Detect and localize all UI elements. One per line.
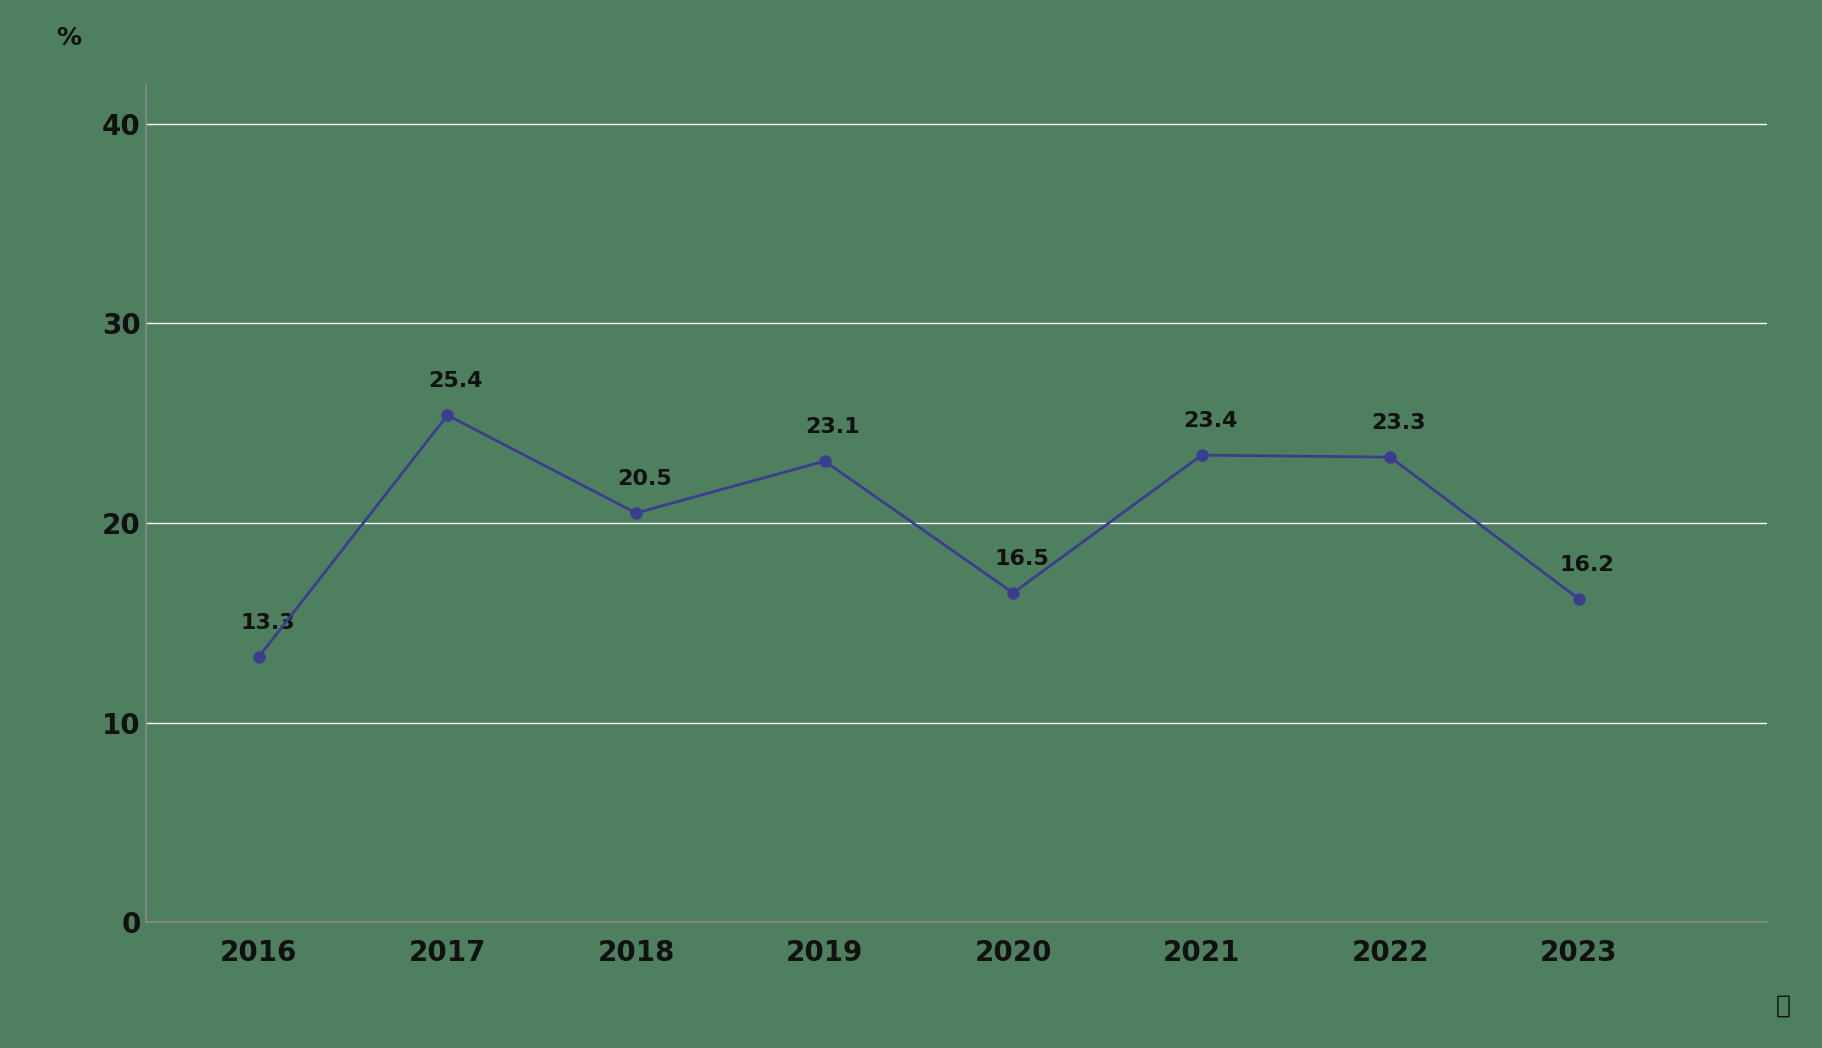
Text: 20.5: 20.5 [618, 470, 672, 489]
Text: 16.2: 16.2 [1560, 554, 1614, 575]
Text: 16.5: 16.5 [995, 549, 1049, 569]
Text: 23.1: 23.1 [805, 417, 860, 437]
Text: 13.3: 13.3 [241, 613, 295, 633]
Text: %: % [56, 26, 82, 50]
Text: 23.3: 23.3 [1372, 413, 1427, 433]
Text: 25.4: 25.4 [428, 371, 483, 391]
Text: 23.4: 23.4 [1182, 411, 1237, 431]
Text: 年: 年 [1775, 994, 1791, 1018]
